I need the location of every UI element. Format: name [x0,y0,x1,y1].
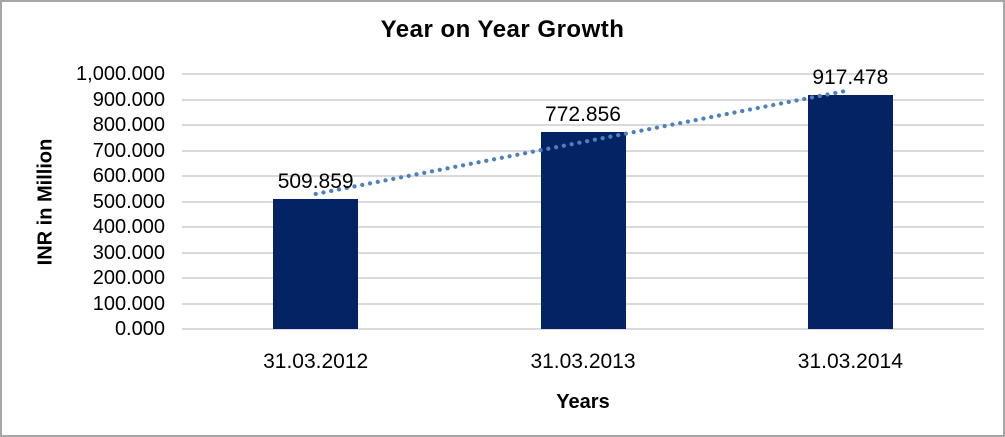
gridline [182,73,984,75]
gridline [182,124,984,126]
bar-value-label: 917.478 [812,66,889,90]
y-tick-label: 600.000 [92,165,165,187]
y-tick-label: 100.000 [92,292,165,315]
x-tick-label: 31.03.2012 [263,350,369,373]
y-tick-label: 500.000 [92,190,165,213]
x-tick-label: 31.03.2013 [530,350,636,373]
bar [540,131,626,329]
gridline [182,328,984,330]
x-tick-label: 31.03.2014 [797,350,903,373]
bar-value-label: 772.856 [545,102,621,126]
bar [273,198,359,329]
bar [807,95,893,329]
x-axis-title: Years [556,391,610,413]
y-tick-label: 800.000 [92,114,165,136]
y-tick-label: 300.000 [92,241,165,264]
y-tick-label: 400.000 [92,216,165,238]
y-tick-label: 0.000 [114,318,165,340]
plot-area [182,73,984,330]
y-tick-label: 1,000.000 [76,63,165,85]
y-tick-label: 700.000 [92,139,165,162]
bar-value-label: 509.859 [277,169,354,193]
gridline [182,98,984,101]
chart-title: Year on Year Growth [380,16,625,43]
y-tick-label: 900.000 [92,88,165,111]
y-tick-label: 200.000 [92,267,165,289]
